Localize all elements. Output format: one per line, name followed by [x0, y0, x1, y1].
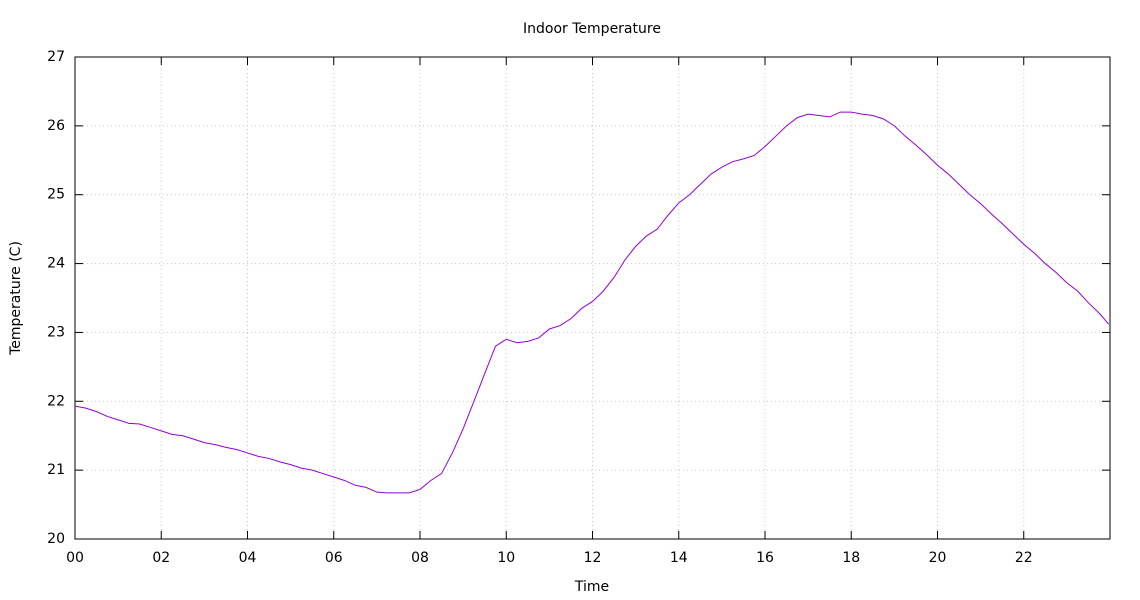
y-axis-label: Temperature (C) — [8, 241, 24, 356]
x-tick-label: 22 — [1015, 550, 1033, 566]
x-tick-label: 14 — [670, 550, 688, 566]
data-line — [74, 111, 1110, 494]
x-tick-label: 18 — [842, 550, 860, 566]
y-tick-label: 23 — [47, 324, 65, 340]
y-tick-label: 24 — [47, 256, 65, 272]
x-tick-label: 04 — [239, 550, 257, 566]
y-tick-label: 22 — [47, 393, 65, 409]
chart-title: Indoor Temperature — [523, 21, 661, 37]
x-tick-label: 00 — [66, 550, 84, 566]
x-tick-label: 20 — [929, 550, 947, 566]
x-tick-label: 10 — [497, 550, 515, 566]
x-tick-label: 12 — [584, 550, 602, 566]
plot-frame — [74, 56, 1111, 540]
x-tick-label: 16 — [756, 550, 774, 566]
x-axis-label: Time — [574, 579, 609, 595]
y-tick-label: 27 — [47, 49, 65, 65]
y-tick-label: 20 — [47, 531, 65, 547]
x-tick-label: 02 — [152, 550, 170, 566]
y-tick-label: 25 — [47, 187, 65, 203]
y-tick-label: 21 — [47, 462, 65, 478]
y-tick-label: 26 — [47, 118, 65, 134]
x-tick-label: 06 — [325, 550, 343, 566]
x-tick-label: 08 — [411, 550, 429, 566]
